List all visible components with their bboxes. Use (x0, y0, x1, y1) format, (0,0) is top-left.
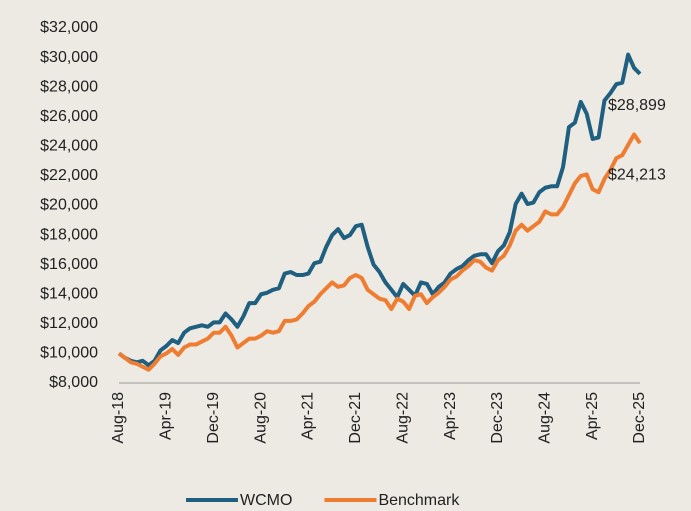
x-tick-label: Apr-25 (584, 392, 601, 440)
x-tick-label: Dec-21 (347, 392, 364, 444)
y-tick-label: $20,000 (40, 197, 98, 214)
y-tick-label: $22,000 (40, 167, 98, 184)
x-tick-label: Apr-19 (158, 392, 175, 440)
x-tick-label: Apr-21 (300, 392, 317, 440)
legend-label: Benchmark (378, 492, 460, 509)
data-label: $28,899 (608, 97, 666, 114)
y-tick-label: $18,000 (40, 226, 98, 243)
y-tick-label: $32,000 (40, 19, 98, 36)
data-label: $24,213 (608, 166, 666, 183)
x-tick-label: Dec-19 (205, 392, 222, 444)
x-tick-label: Dec-23 (489, 392, 506, 444)
x-tick-label: Aug-20 (252, 392, 269, 444)
x-tick-label: Aug-24 (536, 392, 553, 444)
y-tick-label: $30,000 (40, 49, 98, 66)
x-tick-label: Dec-25 (631, 392, 648, 444)
series-line (117, 132, 642, 372)
y-tick-label: $24,000 (40, 138, 98, 155)
series-line (117, 52, 642, 368)
y-tick-label: $16,000 (40, 256, 98, 273)
x-tick-label: Aug-22 (394, 392, 411, 444)
legend-label: WCMO (240, 492, 292, 509)
x-tick-label: Apr-23 (442, 392, 459, 440)
y-tick-label: $8,000 (49, 374, 98, 391)
y-tick-label: $28,000 (40, 78, 98, 95)
x-tick-label: Aug-18 (110, 392, 127, 444)
y-tick-label: $12,000 (40, 315, 98, 332)
y-tick-label: $26,000 (40, 108, 98, 125)
y-tick-label: $14,000 (40, 285, 98, 302)
y-tick-label: $10,000 (40, 345, 98, 362)
